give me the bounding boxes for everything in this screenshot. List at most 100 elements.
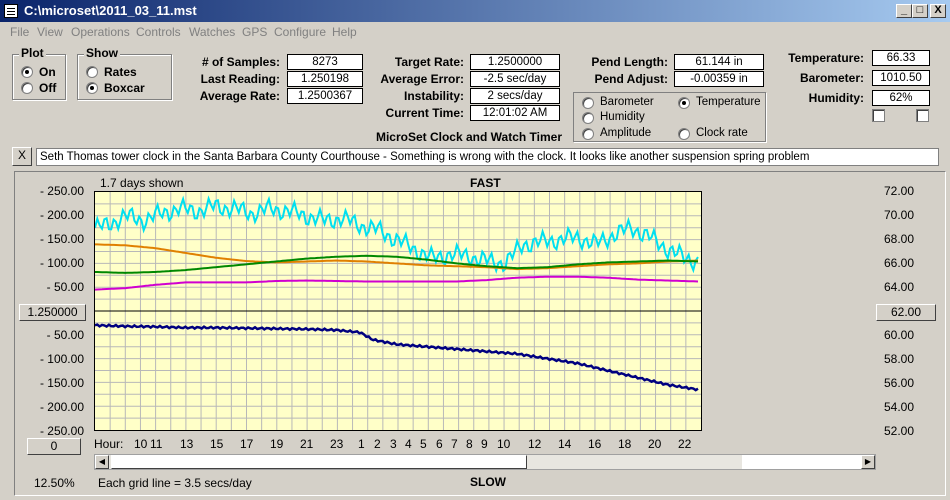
menu-controls[interactable]: Controls: [136, 25, 181, 39]
left-tick-label: - 250.00: [39, 424, 84, 438]
checkbox-right[interactable]: [916, 109, 929, 122]
series-select-group: Barometer Temperature Humidity Amplitude…: [573, 92, 766, 142]
left-tick-label: - 200.00: [39, 208, 84, 222]
temperature-value: 66.33: [872, 50, 930, 66]
hour-tick-label: 10: [497, 437, 511, 451]
hour-tick-label: 7: [451, 437, 458, 451]
hour-tick-label: 2: [374, 437, 381, 451]
right-tick-label: 70.00: [884, 208, 915, 222]
series-line: [94, 323, 699, 392]
temperature-label: Temperature:: [788, 51, 864, 65]
close-button[interactable]: X: [930, 4, 946, 18]
slow-label: SLOW: [470, 475, 506, 489]
barometer-option-label: Barometer: [600, 96, 654, 108]
last-reading-label: Last Reading:: [200, 72, 280, 86]
scroll-right-icon[interactable]: ▶: [861, 455, 875, 469]
maximize-button[interactable]: □: [912, 4, 928, 18]
clock-rate-radio[interactable]: [678, 128, 690, 140]
center-temp-button[interactable]: 62.00: [876, 304, 936, 321]
plot-group: Plot On Off: [12, 46, 66, 100]
show-group: Show Rates Boxcar: [77, 46, 172, 100]
hour-tick-label: 1: [358, 437, 365, 451]
hour-tick-label: 18: [618, 437, 632, 451]
notes-close-button[interactable]: X: [12, 147, 32, 166]
chart-plot-area[interactable]: [94, 191, 702, 431]
menu-view[interactable]: View: [37, 25, 63, 39]
app-icon: [4, 4, 18, 18]
left-tick-label: - 150.00: [39, 376, 84, 390]
menu-watches[interactable]: Watches: [189, 25, 236, 39]
menu-configure[interactable]: Configure: [274, 25, 327, 39]
plot-off-radio[interactable]: [21, 82, 33, 94]
left-tick-label: - 100.00: [39, 352, 84, 366]
hour-tick-label: 22: [678, 437, 692, 451]
center-rate-button[interactable]: 1.250000: [19, 304, 86, 321]
hour-tick-label: 3: [390, 437, 397, 451]
current-time-label: Current Time:: [385, 106, 464, 120]
left-tick-label: - 50.00: [46, 280, 84, 294]
plot-group-title: Plot: [19, 46, 46, 60]
days-shown-label: 1.7 days shown: [100, 176, 184, 190]
temperature-radio[interactable]: [678, 97, 690, 109]
average-rate-value: 1.2500367: [287, 88, 363, 104]
plot-on-radio[interactable]: [21, 66, 33, 78]
right-tick-label: 60.00: [884, 328, 915, 342]
average-rate-label: Average Rate:: [199, 89, 280, 103]
show-boxcar-label: Boxcar: [104, 81, 145, 95]
show-rates-radio[interactable]: [86, 66, 98, 78]
hour-tick-label: 20: [648, 437, 662, 451]
right-tick-label: 72.00: [884, 184, 915, 198]
grid-note: Each grid line = 3.5 secs/day: [98, 476, 252, 490]
target-rate-label: Target Rate:: [394, 55, 464, 69]
checkbox-left[interactable]: [872, 109, 885, 122]
instability-label: Instability:: [403, 89, 464, 103]
hour-tick-label: 9: [481, 437, 488, 451]
left-tick-label: - 50.00: [46, 328, 84, 342]
fast-label: FAST: [470, 176, 501, 190]
barometer-label: Barometer:: [799, 71, 864, 85]
title-bar: C:\microset\2011_03_11.mst _ □ X: [0, 0, 950, 22]
scroll-left-icon[interactable]: ◀: [95, 455, 109, 469]
left-tick-label: - 150.00: [39, 232, 84, 246]
window-title: C:\microset\2011_03_11.mst: [24, 3, 197, 18]
pend-adjust-label: Pend Adjust:: [594, 72, 668, 86]
menu-help[interactable]: Help: [332, 25, 357, 39]
menu-operations[interactable]: Operations: [71, 25, 130, 39]
amplitude-radio[interactable]: [582, 128, 594, 140]
series-line: [94, 195, 699, 274]
hour-tick-label: 12: [528, 437, 542, 451]
pend-adjust-value: -0.00359 in: [674, 71, 764, 87]
samples-label: # of Samples:: [201, 55, 280, 69]
humidity-option-label: Humidity: [600, 111, 645, 123]
hour-tick-label: 6: [436, 437, 443, 451]
temperature-option-label: Temperature: [696, 96, 761, 108]
right-tick-label: 54.00: [884, 400, 915, 414]
scroll-track-light: [742, 455, 862, 469]
barometer-value: 1010.50: [872, 70, 930, 86]
average-error-label: Average Error:: [380, 72, 464, 86]
menu-gps[interactable]: GPS: [242, 25, 268, 39]
zoom-label: 12.50%: [34, 476, 75, 490]
chart-svg: [94, 192, 701, 430]
plot-on-label: On: [39, 65, 56, 79]
scroll-thumb[interactable]: [111, 455, 527, 469]
menu-file[interactable]: File: [10, 25, 30, 39]
hour-tick-label: 14: [558, 437, 572, 451]
menu-bar: File View Operations Controls Watches GP…: [0, 22, 950, 42]
target-rate-value[interactable]: 1.2500000: [470, 54, 560, 70]
app-caption: MicroSet Clock and Watch Timer: [375, 130, 562, 144]
hour-tick-label: 11: [150, 437, 163, 451]
instability-value: 2 secs/day: [470, 88, 560, 104]
hour-tick-label: 19: [270, 437, 284, 451]
show-boxcar-radio[interactable]: [86, 82, 98, 94]
minimize-button[interactable]: _: [896, 4, 912, 18]
humidity-radio[interactable]: [582, 112, 594, 124]
hour-tick-label: 4: [405, 437, 412, 451]
show-rates-label: Rates: [104, 65, 137, 79]
zero-button[interactable]: 0: [27, 438, 81, 455]
notes-field[interactable]: Seth Thomas tower clock in the Santa Bar…: [36, 148, 939, 166]
hour-label: Hour:: [94, 437, 124, 451]
hour-tick-label: 16: [588, 437, 602, 451]
barometer-radio[interactable]: [582, 97, 594, 109]
horizontal-scrollbar[interactable]: ◀ ▶: [94, 454, 876, 470]
